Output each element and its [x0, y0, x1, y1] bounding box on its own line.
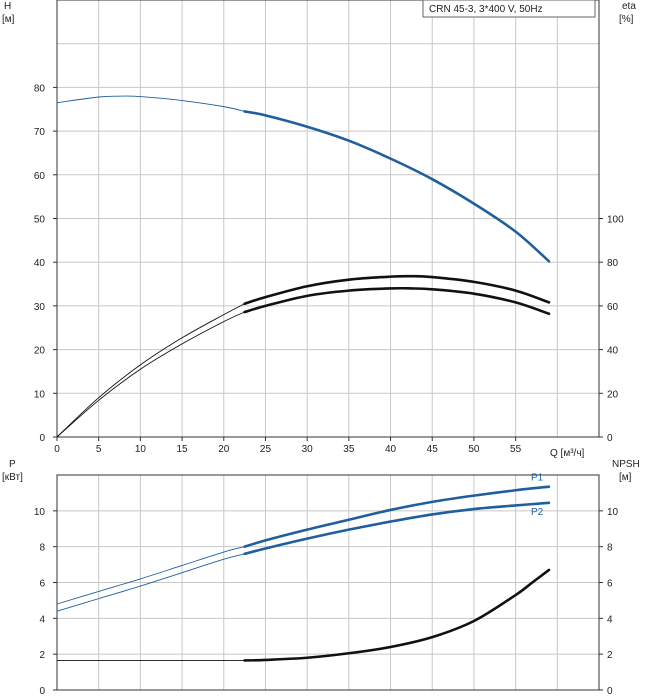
npsh-tick-label: 10 — [607, 507, 619, 518]
flow-tick-label: 45 — [427, 444, 439, 455]
npsh-tick-label: 0 — [607, 686, 613, 697]
npsh-tick-label: 8 — [607, 543, 613, 554]
pump-model-box: CRN 45-3, 3*400 V, 50Hz — [422, 0, 596, 18]
efficiency-tick-label: 40 — [607, 346, 619, 357]
flow-tick-label: 15 — [177, 444, 189, 455]
head-efficiency-panel: 0 5 10 15 20 25 30 35 40 45 50 55 0 10 20 30 40 50 60 70 80… — [2, 0, 636, 459]
head-tick-label: 40 — [34, 258, 46, 269]
power-npsh-panel: 0 2 4 6 8 10 0 2 4 6 8 10 P1 P2 P [кВт] NPSH [м] — [2, 459, 640, 697]
flow-tick-label: 0 — [54, 444, 60, 455]
pump-model-label: CRN 45-3, 3*400 V, 50Hz — [429, 4, 543, 15]
flow-tick-label: 20 — [218, 444, 230, 455]
head-curves — [56, 95, 551, 438]
efficiency-tick-label: 100 — [607, 215, 624, 226]
p1-power-curve-line — [243, 485, 551, 548]
efficiency-tick-label: 60 — [607, 302, 619, 313]
series-label-p1: P1 — [531, 473, 544, 484]
efficiency-axis-ticks: 0 20 40 60 80 100 — [599, 215, 624, 444]
efficiency-tick-label: 20 — [607, 389, 619, 400]
power-tick-label: 10 — [34, 507, 46, 518]
npsh-tick-label: 2 — [607, 650, 613, 661]
power-tick-label: 6 — [39, 579, 45, 590]
efficiency-lower-curve-line — [243, 286, 551, 316]
head-tick-label: 70 — [34, 127, 46, 138]
efficiency-lower-curve-extended-line — [56, 311, 245, 438]
power-axis-label: P — [9, 459, 16, 470]
head-tick-label: 20 — [34, 346, 46, 357]
efficiency-upper-curve-line — [243, 274, 551, 306]
efficiency-tick-label: 80 — [607, 258, 619, 269]
p2-power-curve-extended-line — [56, 553, 245, 612]
head-tick-label: 10 — [34, 389, 46, 400]
flow-tick-label: 50 — [468, 444, 480, 455]
flow-tick-label: 25 — [260, 444, 272, 455]
flow-tick-label: 35 — [343, 444, 355, 455]
power-tick-label: 0 — [39, 686, 45, 697]
head-tick-label: 60 — [34, 171, 46, 182]
p1-power-curve-extended-line — [56, 546, 245, 605]
npsh-axis-label: NPSH — [612, 459, 640, 470]
npsh-axis-unit: [м] — [619, 472, 632, 483]
npsh-tick-label: 6 — [607, 579, 613, 590]
npsh-curve-line — [243, 568, 551, 662]
flow-tick-label: 10 — [135, 444, 147, 455]
head-curve-extended-line — [56, 95, 245, 112]
head-tick-label: 30 — [34, 302, 46, 313]
head-axis-label: H — [4, 1, 11, 12]
efficiency-axis-label: eta — [622, 1, 636, 12]
efficiency-axis-unit: [%] — [619, 14, 634, 25]
head-tick-label: 80 — [34, 83, 46, 94]
head-grid — [57, 0, 599, 437]
power-curves — [56, 485, 551, 662]
head-tick-label: 0 — [39, 433, 45, 444]
flow-axis-label: Q [м³/ч] — [550, 448, 585, 459]
head-axis-ticks: 0 10 20 30 40 50 60 70 80 — [34, 83, 57, 444]
power-axis-unit: [кВт] — [2, 472, 23, 483]
series-label-p2: P2 — [531, 507, 544, 518]
npsh-axis-ticks: 0 2 4 6 8 10 — [599, 507, 619, 697]
flow-axis-ticks: 0 5 10 15 20 25 30 35 40 45 50 55 — [54, 437, 522, 455]
flow-tick-label: 55 — [510, 444, 522, 455]
head-axis-unit: [м] — [2, 14, 15, 25]
efficiency-upper-curve-extended-line — [56, 303, 245, 438]
head-tick-label: 50 — [34, 215, 46, 226]
power-axis-ticks: 0 2 4 6 8 10 — [34, 507, 57, 697]
flow-tick-label: 40 — [385, 444, 397, 455]
power-grid — [57, 475, 599, 690]
npsh-tick-label: 4 — [607, 614, 613, 625]
power-series-labels: P1 P2 — [531, 473, 544, 518]
flow-tick-label: 30 — [302, 444, 314, 455]
head-curve-line — [243, 110, 551, 263]
power-tick-label: 8 — [39, 543, 45, 554]
power-tick-label: 4 — [39, 614, 45, 625]
flow-tick-label: 5 — [96, 444, 102, 455]
power-tick-label: 2 — [39, 650, 45, 661]
efficiency-tick-label: 0 — [607, 433, 613, 444]
p2-power-curve-line — [243, 501, 551, 556]
